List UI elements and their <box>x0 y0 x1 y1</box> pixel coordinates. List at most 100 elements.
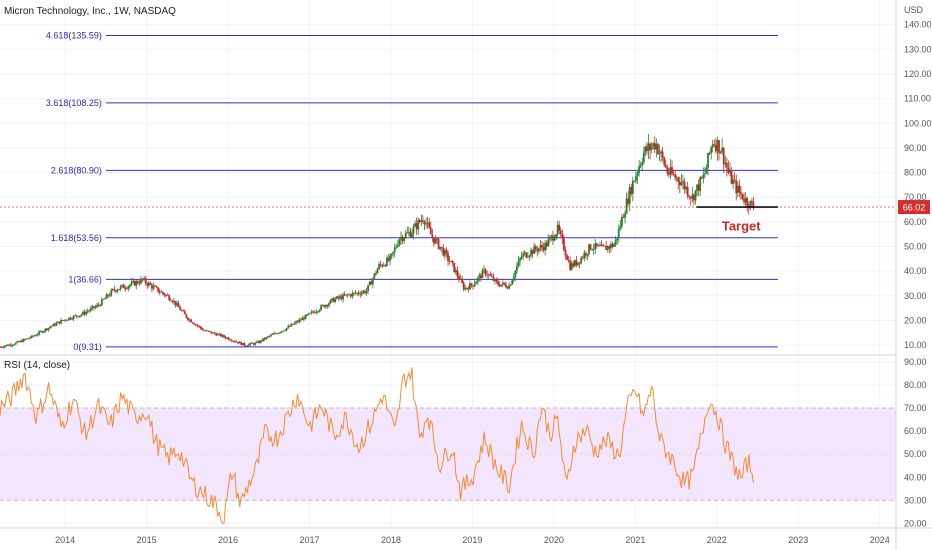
candle-body[interactable] <box>3 346 6 348</box>
candle-body[interactable] <box>346 294 349 296</box>
candle-body[interactable] <box>700 177 703 179</box>
candle-body[interactable] <box>420 220 423 222</box>
candle-body[interactable] <box>752 202 755 209</box>
candle-body[interactable] <box>555 234 557 239</box>
candle-body[interactable] <box>516 266 518 271</box>
candle-body[interactable] <box>44 328 47 332</box>
candle-body[interactable] <box>14 342 17 345</box>
candle-body[interactable] <box>461 278 463 283</box>
candle-body[interactable] <box>458 276 460 280</box>
candle-body[interactable] <box>143 278 146 280</box>
candle-body[interactable] <box>28 337 31 339</box>
candle-body[interactable] <box>552 235 554 241</box>
candle-body[interactable] <box>689 197 692 199</box>
candle-body[interactable] <box>10 344 12 346</box>
candle-body[interactable] <box>675 177 678 179</box>
candle-body[interactable] <box>367 285 370 292</box>
candle-body[interactable] <box>102 299 105 301</box>
candle-body[interactable] <box>655 144 658 150</box>
candle-body[interactable] <box>273 333 276 335</box>
candle-body[interactable] <box>611 243 614 247</box>
candle-body[interactable] <box>650 146 653 150</box>
candle-body[interactable] <box>328 303 330 306</box>
candle-body[interactable] <box>318 309 321 312</box>
candle-body[interactable] <box>434 238 437 244</box>
candle-body[interactable] <box>526 256 529 258</box>
candle-body[interactable] <box>349 294 352 297</box>
candle-body[interactable] <box>738 185 741 193</box>
candle-body[interactable] <box>375 273 377 275</box>
candle-body[interactable] <box>240 341 243 346</box>
candle-body[interactable] <box>708 152 711 154</box>
candle-body[interactable] <box>412 226 415 234</box>
candle-body[interactable] <box>373 273 376 279</box>
candle-body[interactable] <box>357 292 360 294</box>
candle-body[interactable] <box>595 243 598 247</box>
candle-body[interactable] <box>696 184 698 191</box>
candle-body[interactable] <box>602 244 604 246</box>
candle-body[interactable] <box>199 326 202 329</box>
candle-body[interactable] <box>243 343 246 346</box>
candle-body[interactable] <box>678 181 681 186</box>
candle-body[interactable] <box>459 278 462 280</box>
candle-body[interactable] <box>577 262 579 266</box>
candle-body[interactable] <box>219 333 222 337</box>
candle-body[interactable] <box>245 345 247 347</box>
candle-body[interactable] <box>39 331 42 333</box>
candle-body[interactable] <box>281 330 283 333</box>
candle-body[interactable] <box>285 328 288 331</box>
candle-body[interactable] <box>433 237 435 244</box>
candle-body[interactable] <box>282 330 285 332</box>
candle-body[interactable] <box>436 238 438 240</box>
candle-body[interactable] <box>326 304 329 306</box>
candle-body[interactable] <box>583 252 586 259</box>
candle-body[interactable] <box>356 292 359 294</box>
candle-body[interactable] <box>277 332 280 334</box>
candle-body[interactable] <box>733 179 736 181</box>
candle-body[interactable] <box>296 321 299 323</box>
candle-body[interactable] <box>295 321 297 323</box>
candle-body[interactable] <box>414 223 417 227</box>
candle-body[interactable] <box>484 269 487 275</box>
candle-body[interactable] <box>746 197 749 206</box>
candle-body[interactable] <box>619 226 622 229</box>
candle-body[interactable] <box>462 282 465 290</box>
candle-body[interactable] <box>393 247 396 252</box>
candle-body[interactable] <box>82 311 84 315</box>
candle-body[interactable] <box>465 287 468 289</box>
candle-body[interactable] <box>636 172 639 176</box>
candle-body[interactable] <box>530 250 532 256</box>
candle-body[interactable] <box>127 286 130 289</box>
candle-body[interactable] <box>487 274 490 276</box>
candle-body[interactable] <box>216 334 219 336</box>
candle-body[interactable] <box>732 179 734 184</box>
candle-body[interactable] <box>194 324 197 326</box>
candle-body[interactable] <box>262 338 265 342</box>
candle-body[interactable] <box>401 236 404 241</box>
candle-body[interactable] <box>671 167 673 174</box>
candle-body[interactable] <box>133 280 136 286</box>
candle-body[interactable] <box>622 216 625 218</box>
candle-body[interactable] <box>157 287 160 292</box>
candle-body[interactable] <box>335 296 338 299</box>
candle-body[interactable] <box>699 177 702 191</box>
candle-body[interactable] <box>628 187 631 204</box>
candle-body[interactable] <box>400 236 402 240</box>
candle-body[interactable] <box>22 339 25 343</box>
candle-body[interactable] <box>144 278 147 284</box>
candle-body[interactable] <box>505 284 507 288</box>
candle-body[interactable] <box>494 279 496 281</box>
candle-body[interactable] <box>536 249 539 252</box>
candle-body[interactable] <box>381 264 384 267</box>
candle-body[interactable] <box>89 308 92 311</box>
candle-body[interactable] <box>263 338 266 340</box>
candle-body[interactable] <box>713 144 716 146</box>
candle-body[interactable] <box>146 283 149 286</box>
candle-body[interactable] <box>403 237 406 241</box>
candle-body[interactable] <box>323 305 326 308</box>
candle-body[interactable] <box>453 262 456 273</box>
candle-body[interactable] <box>301 317 304 321</box>
candle-body[interactable] <box>71 319 73 320</box>
candle-body[interactable] <box>315 311 318 313</box>
candle-body[interactable] <box>481 270 484 279</box>
